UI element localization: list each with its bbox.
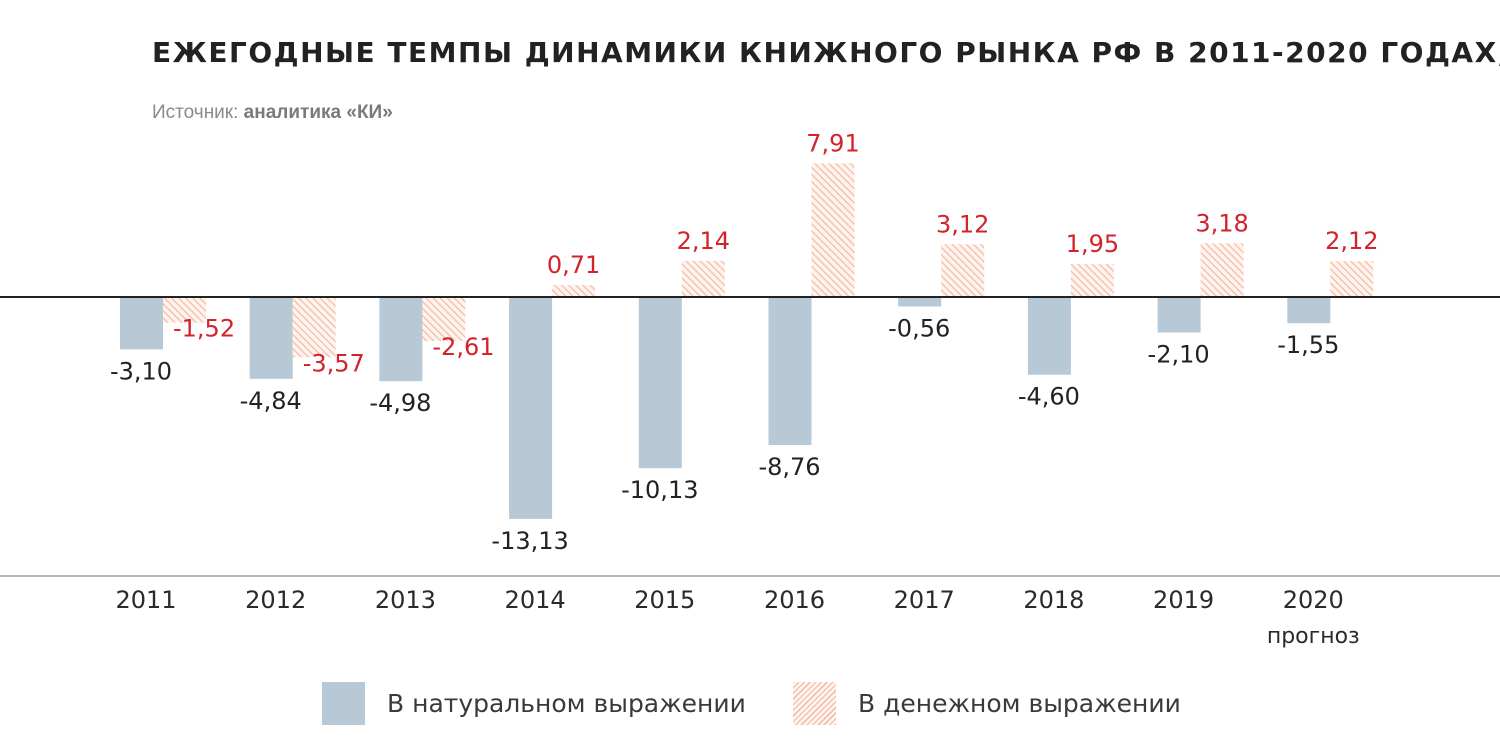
chart-title: ЕЖЕГОДНЫЕ ТЕМПЫ ДИНАМИКИ КНИЖНОГО РЫНКА … <box>152 36 1500 69</box>
x-tick-label-2020: 2020 <box>1283 586 1344 614</box>
data-label-monetary-2012: -3,57 <box>303 349 365 377</box>
source-name: аналитика «КИ» <box>243 102 393 123</box>
data-label-natural-2015: -10,13 <box>621 476 698 504</box>
data-label-monetary-2015: 2,14 <box>677 227 730 255</box>
bar-monetary-2015 <box>681 260 725 297</box>
data-label-natural-2017: -0,56 <box>888 314 950 342</box>
x-tick-label-2015: 2015 <box>634 586 695 614</box>
bar-monetary-2012 <box>292 297 336 358</box>
legend-item-natural: В натуральном выражении <box>322 682 746 725</box>
bar-monetary-2018 <box>1070 264 1114 297</box>
bar-monetary-2020 <box>1330 261 1374 297</box>
bar-monetary-2013 <box>422 297 466 342</box>
data-label-natural-2019: -2,10 <box>1148 340 1210 368</box>
data-label-natural-2020: -1,55 <box>1277 331 1339 359</box>
x-tick-label-2019: 2019 <box>1153 586 1214 614</box>
bar-natural-2013 <box>379 297 423 382</box>
data-label-monetary-2013: -2,61 <box>432 333 494 361</box>
bar-natural-2014 <box>509 297 553 519</box>
bar-natural-2016 <box>768 297 812 446</box>
data-label-monetary-2014: 0,71 <box>547 251 600 279</box>
data-label-natural-2018: -4,60 <box>1018 383 1080 411</box>
x-tick-label-2012: 2012 <box>245 586 306 614</box>
bar-natural-2015 <box>638 297 682 469</box>
bar-monetary-2016 <box>811 163 855 297</box>
data-label-monetary-2019: 3,18 <box>1195 209 1248 237</box>
x-tick-label-2014: 2014 <box>505 586 566 614</box>
bar-natural-2020 <box>1287 297 1331 324</box>
data-label-natural-2011: -3,10 <box>110 357 172 385</box>
source-prefix: Источник: <box>152 102 239 123</box>
data-label-monetary-2018: 1,95 <box>1066 230 1119 258</box>
bar-monetary-2014 <box>552 285 596 297</box>
x-tick-label-2017: 2017 <box>894 586 955 614</box>
chart-source: Источник: аналитика «КИ» <box>152 102 393 124</box>
bar-monetary-2019 <box>1200 243 1244 297</box>
bar-natural-2019 <box>1157 297 1201 333</box>
data-label-natural-2014: -13,13 <box>491 527 568 555</box>
bar-monetary-2017 <box>941 244 985 297</box>
x-tick-label-2018: 2018 <box>1023 586 1084 614</box>
legend-label-natural: В натуральном выражении <box>387 689 746 718</box>
legend-item-monetary: В денежном выражении <box>793 682 1181 725</box>
bar-monetary-2011 <box>163 297 206 323</box>
data-label-monetary-2017: 3,12 <box>936 210 989 238</box>
legend-swatch-natural <box>322 682 365 725</box>
data-label-natural-2012: -4,84 <box>240 387 302 415</box>
bars-group <box>120 163 1374 519</box>
x-tick-label-2016: 2016 <box>764 586 825 614</box>
data-label-natural-2013: -4,98 <box>369 389 431 417</box>
x-tick-label-2013: 2013 <box>375 586 436 614</box>
x-tick-note-2020: прогноз <box>1267 624 1360 649</box>
legend-swatch-monetary <box>793 682 836 725</box>
x-tick-label-2011: 2011 <box>115 586 176 614</box>
bar-natural-2011 <box>120 297 163 350</box>
bar-natural-2017 <box>898 297 942 307</box>
bar-natural-2012 <box>249 297 293 379</box>
data-label-monetary-2016: 7,91 <box>806 129 859 157</box>
legend-label-monetary: В денежном выражении <box>858 689 1181 718</box>
labels-group: -3,10-1,52 2011 -4,84-3,57 2012 -4,98-2,61 20… <box>110 129 1379 649</box>
data-label-natural-2016: -8,76 <box>758 453 820 481</box>
data-label-monetary-2011: -1,52 <box>173 315 235 343</box>
data-label-monetary-2020: 2,12 <box>1325 227 1378 255</box>
bar-natural-2018 <box>1027 297 1071 375</box>
